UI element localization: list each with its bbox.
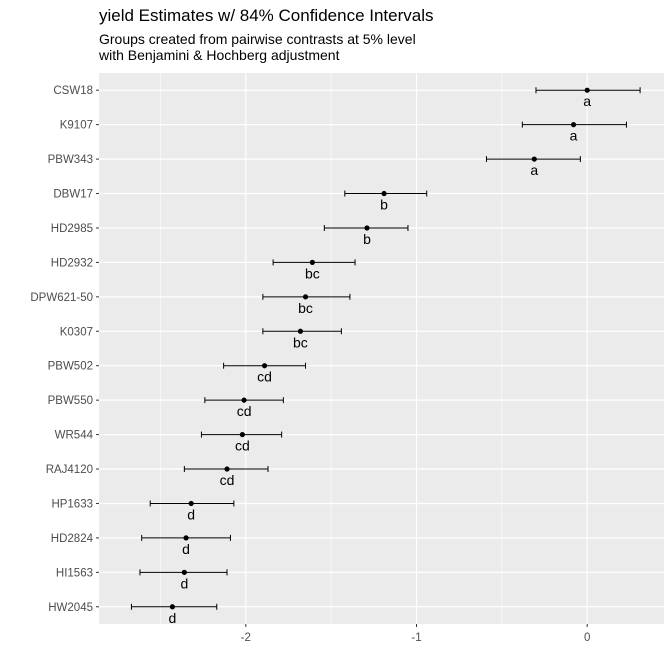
group-label: d <box>187 506 195 522</box>
group-label: bc <box>293 334 308 350</box>
y-tick-label: HD2985 <box>51 223 93 235</box>
estimate-point <box>584 87 590 93</box>
group-label: a <box>583 93 591 109</box>
estimate-point <box>188 500 194 507</box>
x-tick-label: 0 <box>584 632 590 644</box>
y-tick-label: PBW550 <box>48 395 93 407</box>
group-label: b <box>363 231 371 247</box>
chart-subtitle-line-2: with Benjamini & Hochberg adjustment <box>99 47 340 63</box>
estimate-point <box>364 225 370 231</box>
group-label: d <box>180 575 188 591</box>
estimate-point <box>531 156 537 162</box>
y-tick-label: PBW502 <box>48 361 93 373</box>
group-label: a <box>570 128 578 144</box>
y-tick-label: HD2824 <box>51 533 94 545</box>
chart-subtitle: Groups created from pairwise contrasts a… <box>99 31 416 63</box>
estimate-point <box>183 535 189 541</box>
y-tick-label: WR544 <box>55 430 94 442</box>
estimate-point <box>297 328 304 334</box>
y-tick-label: K9107 <box>60 120 93 132</box>
y-tick-label: DPW621-50 <box>30 292 93 304</box>
x-tick-label: -1 <box>411 632 421 644</box>
y-tick-label: HP1633 <box>51 498 93 510</box>
y-tick-label: DBW17 <box>53 189 93 201</box>
estimate-point <box>302 294 309 300</box>
group-label: cd <box>257 369 272 385</box>
group-label: cd <box>235 438 250 454</box>
estimate-point <box>239 431 245 438</box>
group-label: a <box>530 162 538 178</box>
group-label: d <box>182 541 190 557</box>
estimate-point <box>261 363 268 369</box>
y-tick-label: HI1563 <box>56 567 93 579</box>
estimate-point <box>381 190 387 197</box>
estimate-point <box>169 604 175 610</box>
y-tick-label: PBW343 <box>48 154 93 166</box>
y-tick-label: CSW18 <box>53 85 93 97</box>
estimate-point <box>570 122 577 128</box>
group-label: cd <box>220 472 235 488</box>
chart-title: yield Estimates w/ 84% Confidence Interv… <box>99 6 434 25</box>
plot-panel <box>99 73 664 624</box>
group-label: bc <box>298 300 313 316</box>
group-label: bc <box>305 265 320 281</box>
y-tick-label: HD2932 <box>51 257 93 269</box>
x-tick-label: -2 <box>241 632 251 644</box>
y-tick-label: HW2045 <box>48 602 93 614</box>
chart-subtitle-line-1: Groups created from pairwise contrasts a… <box>99 31 416 47</box>
group-label: cd <box>237 403 252 419</box>
estimate-point <box>309 259 315 266</box>
group-label: b <box>380 197 388 213</box>
estimate-point <box>181 569 187 575</box>
estimate-point <box>241 397 247 403</box>
y-tick-label: K0307 <box>60 326 93 338</box>
group-label: d <box>169 610 177 626</box>
y-tick-label: RAJ4120 <box>46 464 93 476</box>
estimate-point <box>224 466 230 472</box>
